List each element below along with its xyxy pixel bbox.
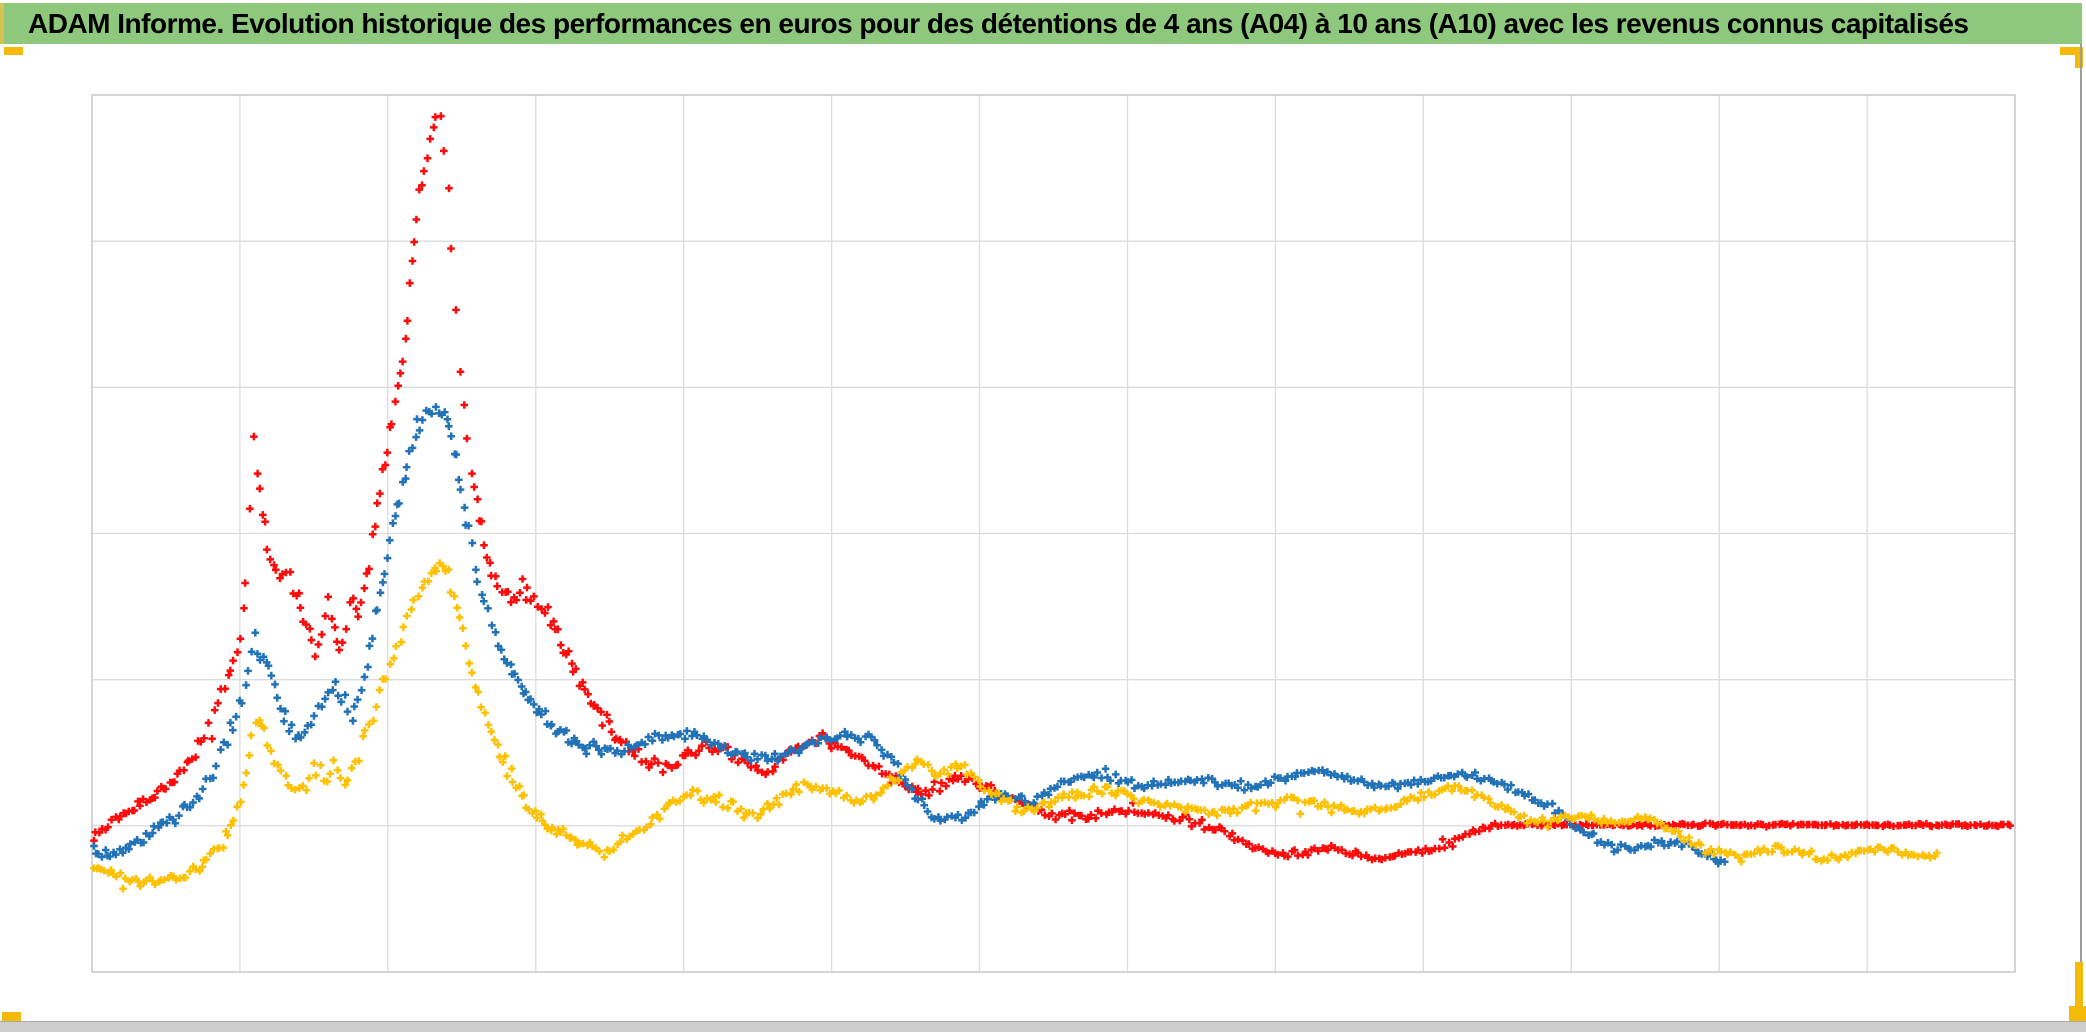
page-title: ADAM Informe. Evolution historique des p… [4,3,2082,44]
window-right-edge [2080,44,2082,1022]
gridlines [92,95,2015,972]
corner-accent-top-right-vertical [2075,47,2083,68]
yellow-series-markers[interactable] [90,559,1941,893]
corner-accent-bottom-right [2069,1006,2086,1022]
scatter-series-layer [90,112,2014,893]
blue-series-markers[interactable] [90,403,1729,868]
corner-accent-bottom-right-vertical [2075,962,2083,1020]
plot-border [91,94,2016,973]
corner-accent-top-left [4,47,23,55]
corner-accent-top-right [2060,47,2083,55]
window-left-sliver [0,3,4,44]
window-bottom-strip [0,1021,2086,1032]
